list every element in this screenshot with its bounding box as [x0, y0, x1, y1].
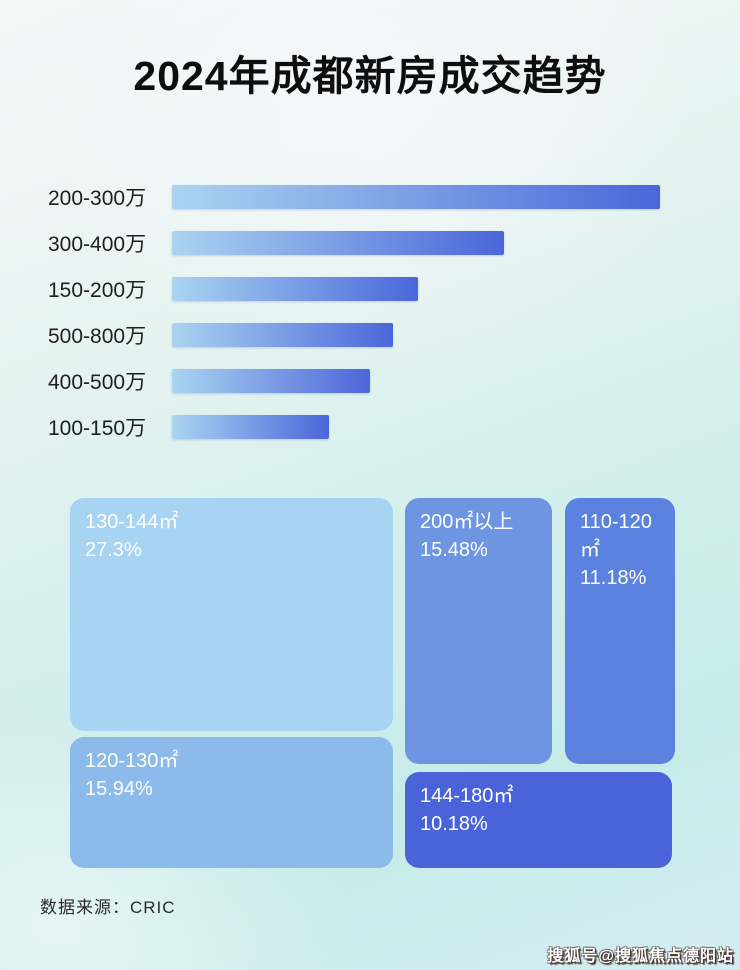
- tile-label: 120-130㎡: [85, 750, 179, 772]
- data-source-note: 数据来源：CRIC: [40, 898, 176, 917]
- bar-category-label: 200-300万: [48, 187, 147, 210]
- bar-track: [172, 185, 660, 209]
- treemap-tile-200-plus: 200㎡以上 15.48%: [405, 498, 552, 764]
- bar-category-label: 500-800万: [48, 325, 147, 348]
- tile-value: 10.18%: [420, 813, 488, 835]
- bar-row: 100-150万: [48, 415, 698, 440]
- bar-track: [172, 277, 660, 301]
- bar-row: 500-800万: [48, 323, 698, 348]
- treemap-tile-130-144: 130-144㎡ 27.3%: [70, 498, 393, 731]
- tile-value: 15.48%: [420, 539, 488, 561]
- bar-category-label: 300-400万: [48, 233, 147, 256]
- bar-track: [172, 369, 660, 393]
- page-title: 2024年成都新房成交趋势: [133, 53, 607, 99]
- bar-category-label: 100-150万: [48, 417, 147, 440]
- price-bar-fill: [172, 415, 330, 439]
- bar-row: 400-500万: [48, 369, 698, 394]
- price-range-bar-chart: 200-300万 300-400万 150-200万 500-800万 400-…: [48, 185, 698, 461]
- bar-row: 150-200万: [48, 277, 698, 302]
- tile-value: 15.94%: [85, 778, 153, 800]
- bar-track: [172, 415, 660, 439]
- bar-row: 200-300万: [48, 185, 698, 210]
- price-bar-fill: [172, 369, 371, 393]
- tile-value: 27.3%: [85, 539, 142, 561]
- price-bar-fill: [172, 231, 504, 255]
- tile-label: 130-144㎡: [85, 511, 179, 533]
- treemap-tile-110-120: 110-120㎡ 11.18%: [565, 498, 675, 764]
- tile-label: 110-120㎡: [580, 511, 652, 561]
- bar-track: [172, 231, 660, 255]
- tile-label: 200㎡以上: [420, 511, 514, 533]
- bar-category-label: 150-200万: [48, 279, 147, 302]
- treemap-tile-144-180: 144-180㎡ 10.18%: [405, 772, 672, 868]
- bar-category-label: 400-500万: [48, 371, 147, 394]
- bar-row: 300-400万: [48, 231, 698, 256]
- tile-label: 144-180㎡: [420, 785, 514, 807]
- price-bar-fill: [172, 277, 418, 301]
- sohu-watermark: 搜狐号@搜狐焦点德阳站: [547, 948, 734, 965]
- tile-value: 11.18%: [580, 567, 647, 589]
- bar-track: [172, 323, 660, 347]
- treemap-tile-120-130: 120-130㎡ 15.94%: [70, 737, 393, 868]
- area-treemap: 130-144㎡ 27.3% 200㎡以上 15.48% 110-120㎡ 11…: [66, 498, 676, 868]
- price-bar-fill: [172, 185, 660, 209]
- price-bar-fill: [172, 323, 394, 347]
